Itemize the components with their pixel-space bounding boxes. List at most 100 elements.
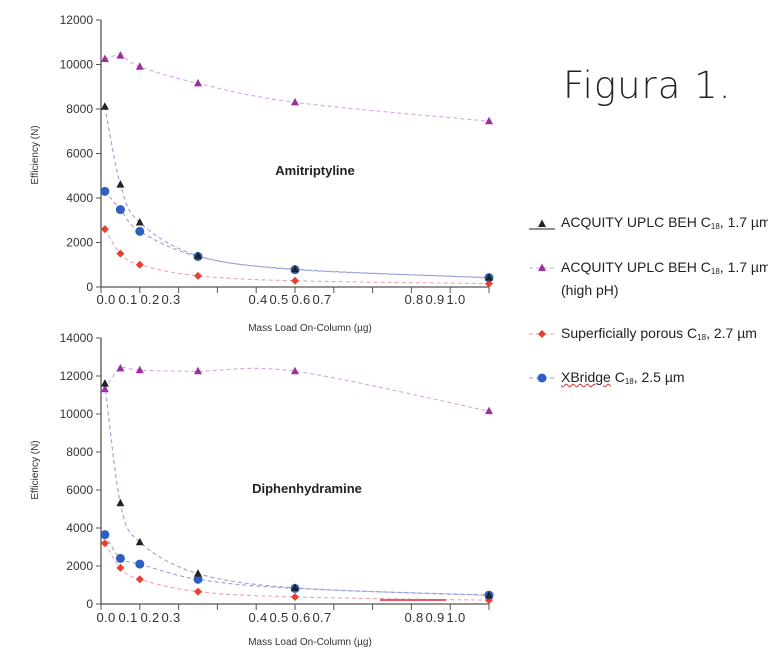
data-point	[194, 271, 202, 280]
legend-text: ACQUITY UPLC BEH C	[561, 259, 711, 275]
legend-text: , 1.7 µm	[719, 214, 768, 230]
data-point	[116, 363, 125, 372]
legend-label: ACQUITY UPLC BEH C18, 1.7 µm (high pH)	[561, 258, 768, 300]
legend-swatch	[529, 263, 555, 271]
chart-title: Amitriptyline	[275, 163, 354, 178]
x-tick-label: 0.4	[249, 610, 268, 625]
y-tick-label: 8000	[66, 102, 93, 116]
data-point	[100, 384, 109, 393]
y-tick-label: 4000	[66, 521, 93, 535]
legend-subscript: 18	[710, 222, 720, 231]
legend-swatch	[529, 330, 555, 338]
data-point	[291, 592, 299, 601]
chart-title: Diphenhydramine	[252, 481, 362, 496]
data-point	[115, 553, 125, 563]
legend-marker	[538, 263, 546, 271]
data-point	[100, 539, 109, 548]
x-tick-label: 0.2	[141, 292, 160, 307]
chart-amitriptyline: Amitriptyline Mass Load On-Column (µg) E…	[30, 13, 494, 334]
x-tick-label: 1.0	[447, 292, 466, 307]
data-point	[194, 366, 202, 375]
legend-marker	[538, 219, 546, 227]
legend-marker	[537, 373, 547, 383]
data-point	[193, 574, 203, 584]
data-point	[100, 379, 109, 387]
legend-subscript: 18	[710, 267, 720, 276]
x-tick-label: 0.7	[313, 292, 332, 307]
x-tick-label: 0.8	[405, 610, 424, 625]
y-tick-label: 0	[86, 280, 93, 294]
y-tick-label: 2000	[66, 559, 93, 573]
legend-text: Superficially porous C	[561, 325, 698, 341]
data-point	[100, 530, 110, 540]
data-point	[135, 575, 144, 584]
data-point	[291, 264, 299, 273]
data-point	[116, 180, 125, 188]
legend-label: Superficially porous C18, 2.7 µm	[561, 324, 757, 347]
series-line	[104, 106, 490, 279]
data-point	[100, 102, 109, 110]
y-tick-label: 4000	[66, 191, 93, 205]
y-tick-label: 2000	[66, 236, 93, 250]
y-tick-label: 10000	[60, 407, 94, 421]
legend-label: XBridge C18, 2.5 µm	[561, 369, 685, 386]
data-point	[194, 569, 202, 577]
legend-label: ACQUITY UPLC BEH C18, 1.7 µm	[561, 213, 768, 236]
data-point	[116, 51, 125, 59]
data-point	[116, 249, 125, 258]
x-tick-label: 0.0	[97, 610, 116, 625]
x-tick-label: 0.9	[426, 292, 445, 307]
data-point	[135, 62, 144, 70]
y-tick-label: 0	[86, 597, 93, 611]
legend-marker	[538, 330, 546, 338]
y-axis-label: Efficiency (N)	[30, 125, 41, 184]
x-tick-label: 0.9	[426, 610, 445, 625]
legend-subscript: 18	[697, 333, 707, 342]
data-point	[100, 225, 109, 234]
data-point	[100, 186, 110, 196]
data-point	[100, 54, 109, 62]
y-tick-label: 6000	[66, 483, 93, 497]
x-tick-label: 1.0	[447, 610, 466, 625]
data-point	[116, 498, 125, 507]
data-point	[291, 366, 299, 375]
data-point	[115, 205, 125, 215]
x-tick-label: 0.3	[162, 292, 181, 307]
x-tick-label: 0.5	[270, 292, 289, 307]
x-tick-label: 0.3	[162, 610, 181, 625]
x-tick-label: 0.2	[141, 610, 160, 625]
data-point	[194, 587, 202, 596]
x-tick-label: 0.1	[119, 292, 138, 307]
x-axis-label: Mass Load On-Column (µg)	[248, 637, 372, 648]
y-tick-label: 6000	[66, 147, 93, 161]
data-point	[485, 116, 493, 125]
x-tick-label: 0.6	[292, 610, 311, 625]
legend-text: ACQUITY UPLC BEH C	[561, 214, 711, 230]
legend-swatch	[529, 373, 555, 383]
data-point	[194, 78, 202, 87]
legend-text: , 2.7 µm	[706, 325, 757, 341]
data-point	[135, 217, 144, 226]
series-line	[104, 54, 490, 122]
legend-text: XBridge	[561, 369, 611, 385]
data-point	[291, 276, 299, 285]
y-tick-label: 12000	[60, 13, 94, 27]
legend-subscript: 18	[624, 377, 634, 386]
data-point	[485, 406, 493, 415]
y-tick-label: 10000	[60, 58, 94, 72]
legend-text: , 1.7 µm	[719, 259, 768, 275]
x-tick-label: 0.8	[405, 292, 424, 307]
data-point	[135, 260, 144, 269]
x-tick-label: 0.0	[97, 292, 116, 307]
y-tick-label: 14000	[60, 331, 94, 345]
x-tick-label: 0.1	[119, 610, 138, 625]
data-point	[135, 559, 145, 569]
chart-diphenhydramine: Diphenhydramine Mass Load On-Column (µg)…	[30, 331, 494, 648]
data-point	[135, 226, 145, 236]
x-tick-label: 0.7	[313, 610, 332, 625]
data-point	[135, 537, 144, 546]
x-tick-label: 0.6	[292, 292, 311, 307]
data-point	[485, 273, 493, 281]
x-axis-label: Mass Load On-Column (µg)	[248, 323, 372, 334]
